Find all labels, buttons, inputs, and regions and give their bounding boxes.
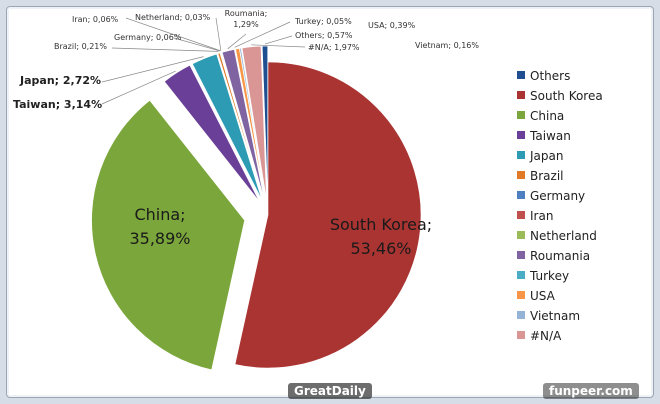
legend-label-taiwan: Taiwan	[529, 129, 571, 143]
leader-line-iran	[125, 17, 221, 52]
data-label-china-value: 35,89%	[129, 229, 190, 248]
legend-swatch-others	[517, 71, 525, 79]
leader-line-taiwan	[101, 70, 176, 105]
legend-label-iran: Iran	[530, 209, 553, 223]
data-label-others: Others; 0,57%	[295, 31, 353, 40]
legend-label-vietnam: Vietnam	[530, 309, 580, 323]
legend-swatch-japan	[517, 151, 525, 159]
slice-roumania	[221, 49, 265, 200]
legend-label-japan: Japan	[529, 149, 563, 163]
legend-swatch-germany	[517, 191, 525, 199]
leader-line-brazil	[111, 47, 219, 52]
data-label-south-korea: South Korea;	[330, 215, 432, 234]
legend-label-turkey: Turkey	[529, 269, 569, 283]
data-label-netherland: Netherland; 0,03%	[135, 13, 211, 22]
pie-slices	[91, 45, 422, 371]
legend-label-south-korea: South Korea	[530, 89, 603, 103]
legend-label-china: China	[530, 109, 564, 123]
legend-label-usa: USA	[530, 289, 556, 303]
data-label-turkey: Turkey; 0,05%	[294, 17, 352, 26]
legend: Others South Korea China Taiwan Japan Brazil G…	[517, 69, 603, 343]
legend-label-roumania: Roumania	[530, 249, 590, 263]
data-label-n-a: #N/A; 1,97%	[308, 43, 360, 52]
leader-line-others	[264, 35, 293, 45]
legend-swatch-usa	[517, 291, 525, 299]
slice-south-korea	[234, 61, 422, 369]
slice-n-a	[241, 45, 267, 200]
slice-others	[261, 45, 269, 200]
watermark-greatdaily: GreatDaily	[288, 383, 372, 399]
slice-vietnam	[239, 47, 266, 200]
data-label-taiwan: Taiwan; 3,14%	[13, 98, 102, 111]
legend-label-n-a: #N/A	[530, 329, 562, 343]
legend-swatch-south-korea	[517, 91, 525, 99]
slice-japan	[192, 53, 263, 201]
leader-line-roumania	[227, 33, 247, 50]
legend-swatch-roumania	[517, 251, 525, 259]
data-label-usa: USA; 0,39%	[368, 21, 416, 30]
legend-swatch-turkey	[517, 271, 525, 279]
slice-netherland	[220, 52, 264, 200]
data-labels: South Korea; 53,46% China; 35,89% Taiwan; 3,…	[13, 9, 479, 258]
data-label-south-korea-value: 53,46%	[350, 239, 411, 258]
leader-lines	[101, 17, 306, 105]
legend-swatch-n-a	[517, 331, 525, 339]
data-label-vietnam: Vietnam; 0,16%	[415, 41, 479, 50]
legend-swatch-taiwan	[517, 131, 525, 139]
legend-label-others: Others	[530, 69, 570, 83]
legend-swatch-china	[517, 111, 525, 119]
legend-label-netherland: Netherland	[530, 229, 597, 243]
leader-line-japan	[101, 56, 204, 83]
data-label-germany: Germany; 0,06%	[114, 33, 182, 42]
leader-line-germany	[173, 37, 220, 52]
slice-china	[91, 99, 245, 371]
leader-line-netherland	[215, 17, 222, 51]
leader-line-turkey	[234, 21, 291, 48]
legend-label-germany: Germany	[530, 189, 585, 203]
data-label-roumania: Roumania;	[225, 9, 268, 18]
leader-line-n-a	[251, 44, 306, 48]
data-label-iran: Iran; 0,06%	[72, 15, 119, 24]
data-label-china: China;	[134, 205, 185, 224]
legend-swatch-iran	[517, 211, 525, 219]
legend-swatch-brazil	[517, 171, 525, 179]
watermark-funpeer: funpeer.com	[543, 383, 639, 399]
slice-taiwan	[164, 64, 260, 202]
legend-swatch-vietnam	[517, 311, 525, 319]
legend-swatch-netherland	[517, 231, 525, 239]
data-label-japan: Japan; 2,72%	[19, 74, 101, 87]
legend-label-brazil: Brazil	[530, 169, 564, 183]
data-label-brazil: Brazil; 0,21%	[54, 42, 107, 51]
data-label-roumania-value: 1,29%	[233, 20, 259, 29]
